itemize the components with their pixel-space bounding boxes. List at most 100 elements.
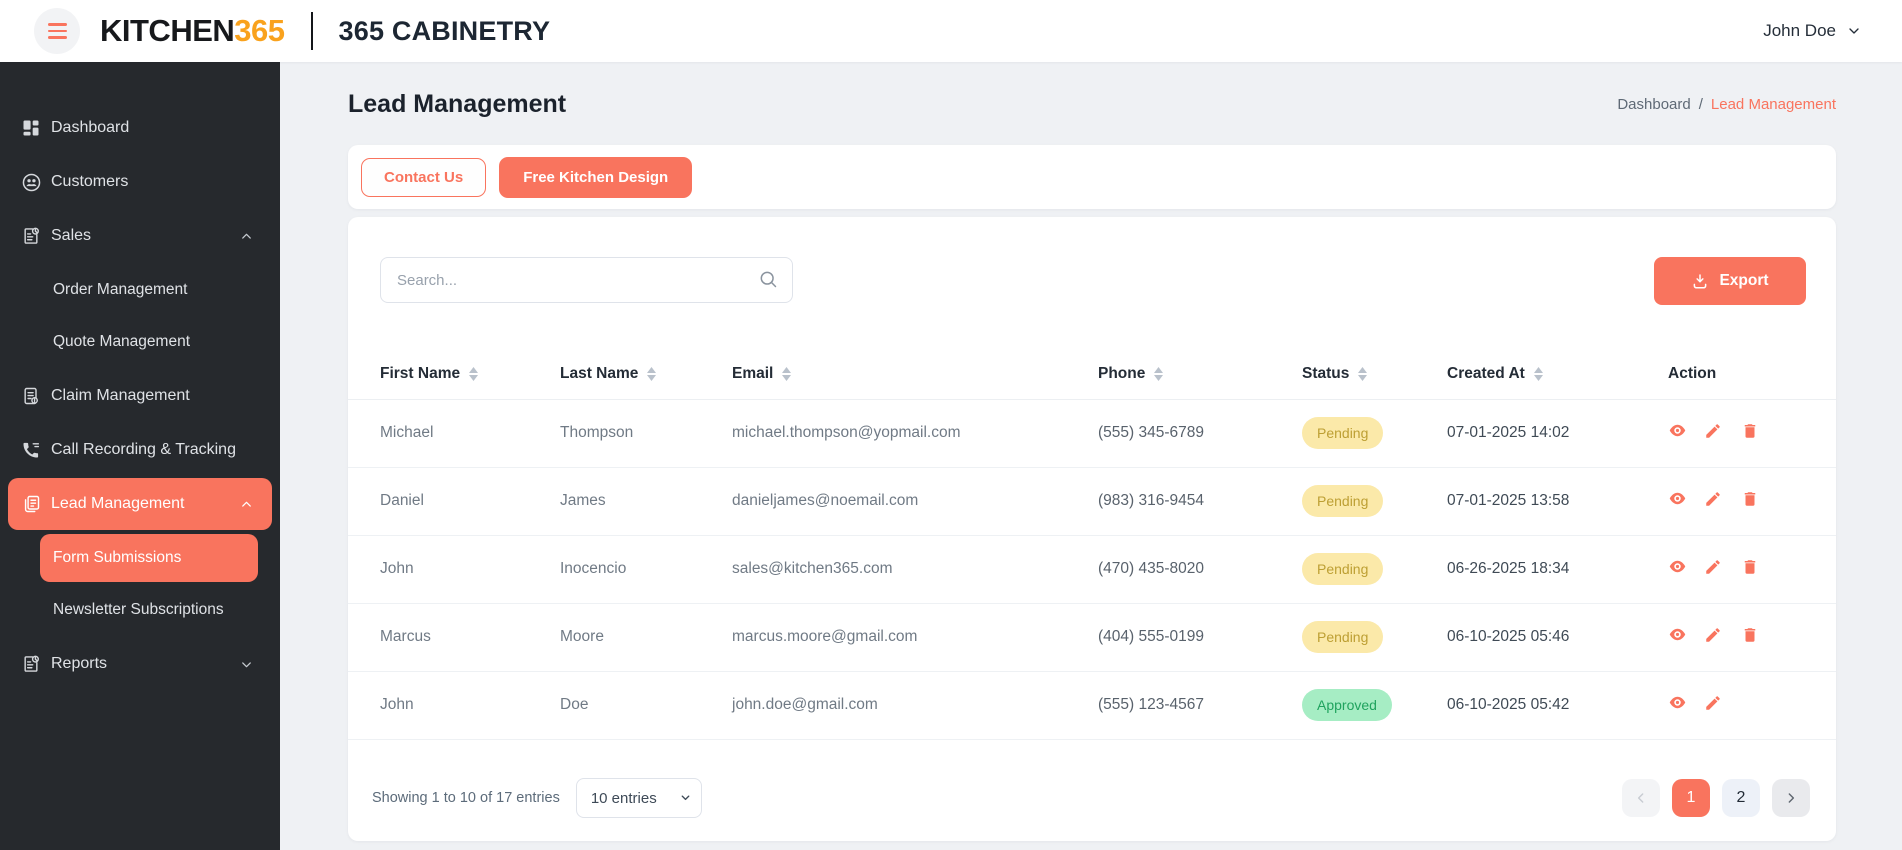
view-button[interactable]: [1668, 625, 1687, 644]
sidebar-item-claim-management[interactable]: Claim Management: [8, 370, 272, 422]
brand-text-accent: 365: [234, 13, 285, 48]
edit-button[interactable]: [1704, 558, 1723, 577]
cell-phone: (404) 555-0199: [1098, 603, 1302, 672]
table-row: John Doe john.doe@gmail.com (555) 123-45…: [348, 671, 1836, 740]
edit-button[interactable]: [1704, 422, 1723, 441]
status-badge: Pending: [1302, 485, 1384, 517]
delete-button[interactable]: [1741, 490, 1760, 509]
sort-icon[interactable]: [469, 366, 479, 381]
edit-button[interactable]: [1704, 626, 1723, 645]
tab-contact-us[interactable]: Contact Us: [361, 157, 487, 197]
leads-table: First Name Last Name Email Phone Status …: [348, 349, 1836, 740]
customers-icon: [20, 171, 42, 193]
cell-email: sales@kitchen365.com: [732, 535, 1098, 604]
menu-toggle-button[interactable]: [34, 8, 80, 54]
cell-created-at: 06-10-2025 05:42: [1447, 671, 1668, 740]
sidebar-item-label: Lead Management: [51, 495, 185, 512]
tab-free-kitchen-design[interactable]: Free Kitchen Design: [499, 156, 693, 198]
sidebar-item-call-recording[interactable]: Call Recording & Tracking: [8, 424, 272, 476]
sidebar-item-label: Call Recording & Tracking: [51, 441, 236, 458]
column-header-first-name[interactable]: First Name: [348, 349, 560, 400]
cell-email: marcus.moore@gmail.com: [732, 603, 1098, 672]
sidebar-subitem-form-submissions[interactable]: Form Submissions: [40, 534, 258, 582]
cell-last-name: James: [560, 467, 732, 536]
sort-icon[interactable]: [782, 366, 792, 381]
cell-created-at: 07-01-2025 13:58: [1447, 467, 1668, 536]
cell-last-name: Moore: [560, 603, 732, 672]
leads-card: Export First Name Last Name Email Phone …: [348, 217, 1836, 841]
lead-type-tabs: Contact Us Free Kitchen Design: [348, 145, 1836, 209]
edit-button[interactable]: [1704, 694, 1723, 713]
page-title: Lead Management: [348, 90, 567, 118]
chevron-down-icon: [1846, 23, 1862, 39]
sidebar-item-sales[interactable]: Sales: [8, 210, 272, 262]
pagination: 1 2: [1622, 779, 1810, 817]
cell-first-name: Daniel: [348, 467, 560, 536]
phone-icon: [20, 439, 42, 461]
user-name: John Doe: [1763, 21, 1836, 40]
cell-phone: (983) 316-9454: [1098, 467, 1302, 536]
sort-icon[interactable]: [647, 366, 657, 381]
cell-phone: (555) 123-4567: [1098, 671, 1302, 740]
sidebar-item-label: Claim Management: [51, 387, 190, 404]
sidebar-item-lead-management[interactable]: Lead Management: [8, 478, 272, 530]
breadcrumb: Dashboard / Lead Management: [1617, 96, 1836, 113]
table-row: Daniel James danieljames@noemail.com (98…: [348, 467, 1836, 536]
column-header-phone[interactable]: Phone: [1098, 349, 1302, 400]
next-page-button[interactable]: [1772, 779, 1810, 817]
header-divider: [310, 12, 313, 50]
user-menu[interactable]: John Doe: [1763, 21, 1862, 41]
status-badge: Pending: [1302, 621, 1384, 653]
delete-button[interactable]: [1741, 422, 1760, 441]
view-button[interactable]: [1668, 557, 1687, 576]
lead-icon: [20, 493, 42, 515]
reports-icon: [20, 653, 42, 675]
cell-phone: (555) 345-6789: [1098, 399, 1302, 468]
hamburger-icon: [47, 23, 67, 39]
sidebar-subitem-newsletter-subscriptions[interactable]: Newsletter Subscriptions: [53, 601, 224, 618]
top-bar: KITCHEN365 365 CABINETRY John Doe: [0, 0, 1902, 62]
column-header-last-name[interactable]: Last Name: [560, 349, 732, 400]
sales-icon: [20, 225, 42, 247]
breadcrumb-dashboard[interactable]: Dashboard: [1617, 96, 1691, 113]
sidebar-subitem-order-management[interactable]: Order Management: [53, 281, 188, 298]
edit-button[interactable]: [1704, 490, 1723, 509]
sidebar-subitem-quote-management[interactable]: Quote Management: [53, 333, 191, 350]
sort-icon[interactable]: [1533, 366, 1543, 381]
dashboard-icon: [20, 117, 42, 139]
chevron-up-icon: [239, 229, 254, 244]
page-1-button[interactable]: 1: [1672, 779, 1710, 817]
delete-button[interactable]: [1741, 626, 1760, 645]
page-size-select[interactable]: 10 entries: [575, 778, 702, 818]
sidebar: Dashboard Customers Sales Order Manageme…: [0, 62, 280, 850]
sort-icon[interactable]: [1154, 366, 1164, 381]
column-header-created-at[interactable]: Created At: [1447, 349, 1668, 400]
view-button[interactable]: [1668, 489, 1687, 508]
search-input[interactable]: [380, 257, 793, 303]
delete-button[interactable]: [1741, 558, 1760, 577]
claim-icon: [20, 385, 42, 407]
column-header-action: Action: [1668, 349, 1836, 400]
breadcrumb-current: Lead Management: [1710, 96, 1836, 113]
column-header-status[interactable]: Status: [1302, 349, 1447, 400]
view-button[interactable]: [1668, 693, 1687, 712]
brand-text-primary: KITCHEN: [100, 13, 235, 48]
sidebar-item-customers[interactable]: Customers: [8, 156, 272, 208]
previous-page-button[interactable]: [1622, 779, 1660, 817]
chevron-up-icon: [239, 497, 254, 512]
table-row: Marcus Moore marcus.moore@gmail.com (404…: [348, 603, 1836, 672]
export-button[interactable]: Export: [1654, 257, 1806, 305]
cell-last-name: Thompson: [560, 399, 732, 468]
column-header-email[interactable]: Email: [732, 349, 1098, 400]
table-row: John Inocencio sales@kitchen365.com (470…: [348, 535, 1836, 604]
sidebar-item-dashboard[interactable]: Dashboard: [8, 102, 272, 154]
cell-email: danieljames@noemail.com: [732, 467, 1098, 536]
page-2-button[interactable]: 2: [1722, 779, 1760, 817]
cell-email: michael.thompson@yopmail.com: [732, 399, 1098, 468]
status-badge: Approved: [1302, 689, 1392, 721]
sort-icon[interactable]: [1358, 366, 1368, 381]
sidebar-item-reports[interactable]: Reports: [8, 638, 272, 690]
cell-created-at: 06-26-2025 18:34: [1447, 535, 1668, 604]
status-badge: Pending: [1302, 417, 1384, 449]
view-button[interactable]: [1668, 421, 1687, 440]
